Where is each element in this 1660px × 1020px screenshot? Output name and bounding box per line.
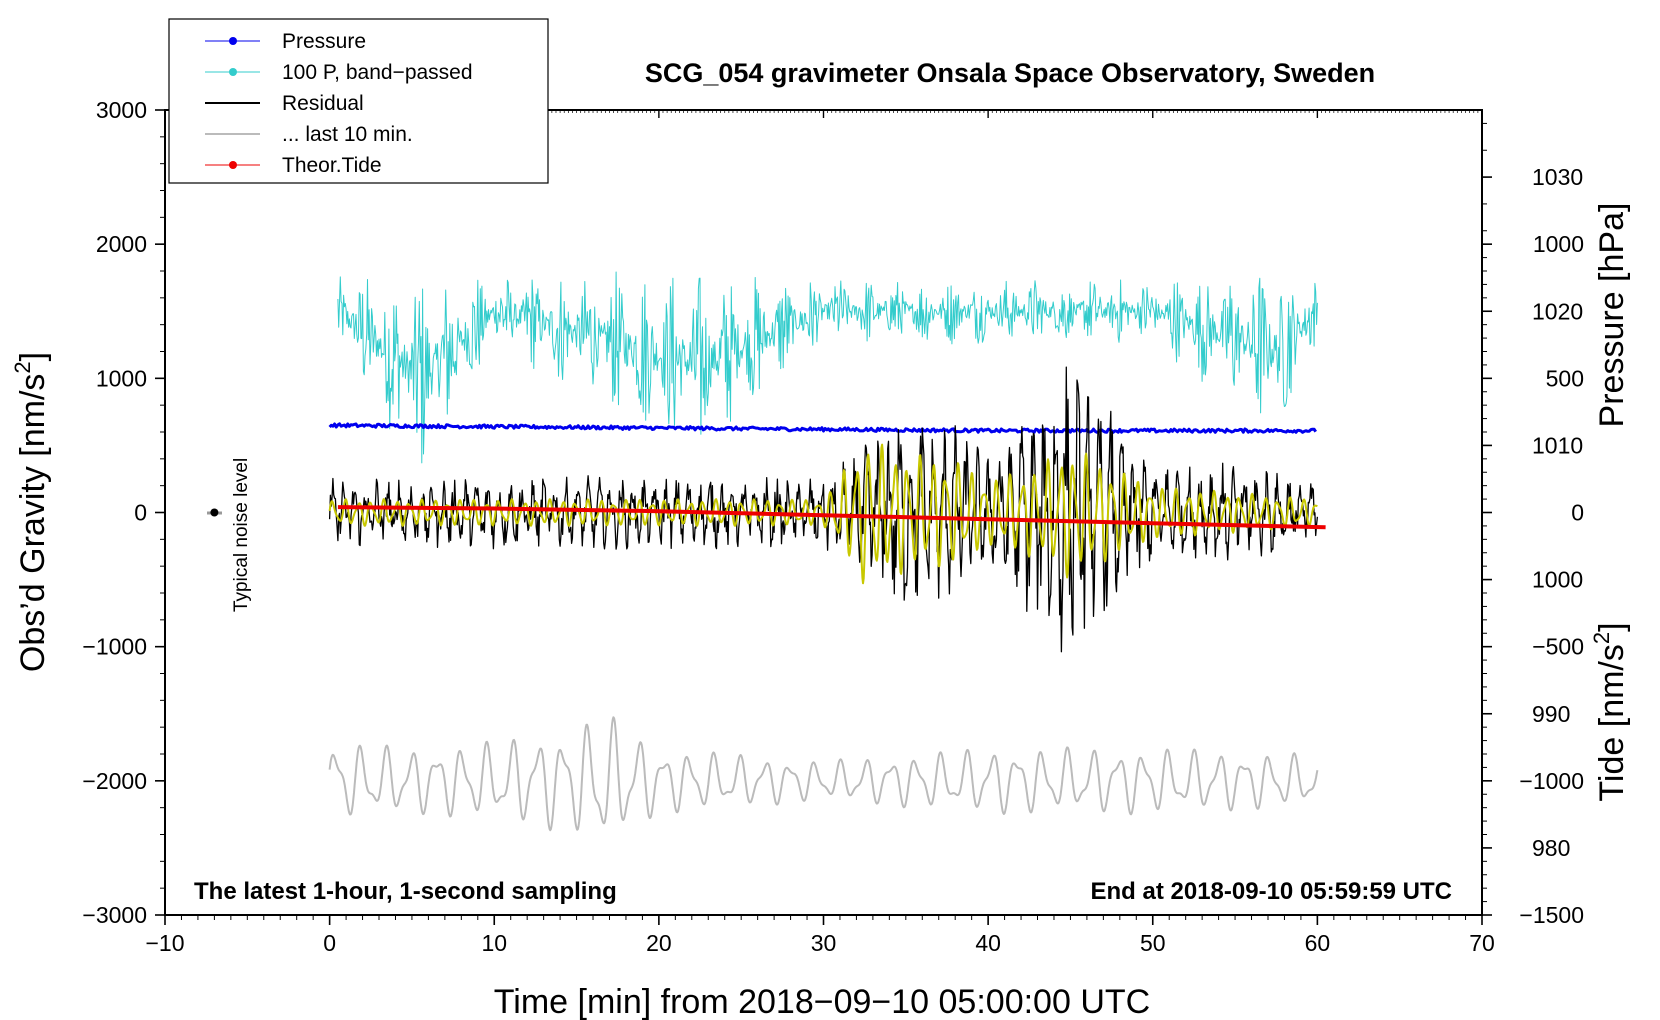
y-tide-tick-label: −1500 [1519,902,1584,928]
series-theor-tide [337,505,1326,530]
y-left-tick-label: 3000 [96,97,147,123]
legend-marker [229,68,237,76]
series-pressure [328,422,1317,434]
y-axis-title-pressure: Pressure [hPa] [1593,203,1631,428]
y-left-power: 2 [10,361,35,373]
x-tick-label: 60 [1305,930,1331,956]
y-left-tick-label: −2000 [82,768,147,794]
series-bandpassed-pressure [337,271,1318,464]
x-tick-label: 40 [975,930,1001,956]
y-tide-tick-label: 0 [1571,500,1584,526]
legend-label: Theor.Tide [282,154,382,177]
y-left-tick-label: 0 [134,500,147,526]
y-tide-tick-label: 1000 [1533,231,1584,257]
note-right: End at 2018-09-10 05:59:59 UTC [1091,878,1453,905]
y-pressure-tick-label: 1030 [1532,164,1583,190]
chart-title: SCG_054 gravimeter Onsala Space Observat… [645,58,1375,88]
legend-item: Theor.Tide [205,154,382,177]
legend-label: ... last 10 min. [282,123,413,146]
y-pressure-tick-label: 990 [1532,701,1570,727]
x-tick-label: 0 [323,930,336,956]
y-tide-tick-label: −1000 [1519,768,1584,794]
x-tick-label: 50 [1140,930,1166,956]
y-tide-prefix: Tide [nm/s [1593,644,1631,801]
legend-label: 100 P, band−passed [282,61,473,84]
x-tick-label: −10 [145,930,184,956]
y-left-prefix: Obs’d Gravity [nm/s [14,374,52,673]
y-tide-tick-label: −500 [1532,634,1584,660]
series-last-10-min [328,716,1319,832]
legend-item: 100 P, band−passed [205,61,473,84]
y-left-tick-label: 1000 [96,365,147,391]
legend-marker [229,161,237,169]
noise-label: Typical noise level [231,458,252,612]
series-layer [328,271,1326,832]
y-left-suffix: ] [14,352,52,361]
note-left: The latest 1-hour, 1-second sampling [194,878,617,905]
x-tick-label: 30 [811,930,837,956]
legend-box [168,18,549,184]
y-left-tick-label: 2000 [96,231,147,257]
noise-indicator: Typical noise level [207,458,252,612]
y-axis-title-left: Obs’d Gravity [nm/s2] [10,352,52,672]
legend: Pressure 100 P, band−passed Residual ... la… [168,18,549,184]
y-tide-power: 2 [1589,632,1614,644]
legend-item: Residual [205,92,364,115]
y-left-tick-label: −1000 [82,634,147,660]
y-tide-tick-label: 500 [1546,365,1584,391]
x-axis-title: Time [min] from 2018−09−10 05:00:00 UTC [494,983,1150,1020]
tick-labels: −10 0 10 20 30 40 50 60 70−3000−2000−10000100020… [82,97,1584,956]
y-pressure-tick-label: 1010 [1532,432,1583,458]
legend-label: Pressure [282,30,366,53]
noise-dot [210,508,219,517]
series-residual-filtered [328,443,1318,585]
y-tide-suffix: ] [1593,622,1631,631]
x-tick-label: 20 [646,930,672,956]
legend-marker [229,37,237,45]
legend-item: ... last 10 min. [205,123,413,146]
legend-label: Residual [282,92,364,115]
legend-item: Pressure [205,30,366,53]
x-tick-label: 70 [1469,930,1495,956]
y-pressure-tick-label: 1000 [1532,567,1583,593]
y-pressure-tick-label: 1020 [1532,298,1583,324]
y-pressure-tick-label: 980 [1532,835,1570,861]
series-residual [328,366,1319,653]
y-left-tick-label: −3000 [82,902,147,928]
y-axis-title-tide: Tide [nm/s2] [1589,622,1631,801]
x-tick-label: 10 [481,930,507,956]
